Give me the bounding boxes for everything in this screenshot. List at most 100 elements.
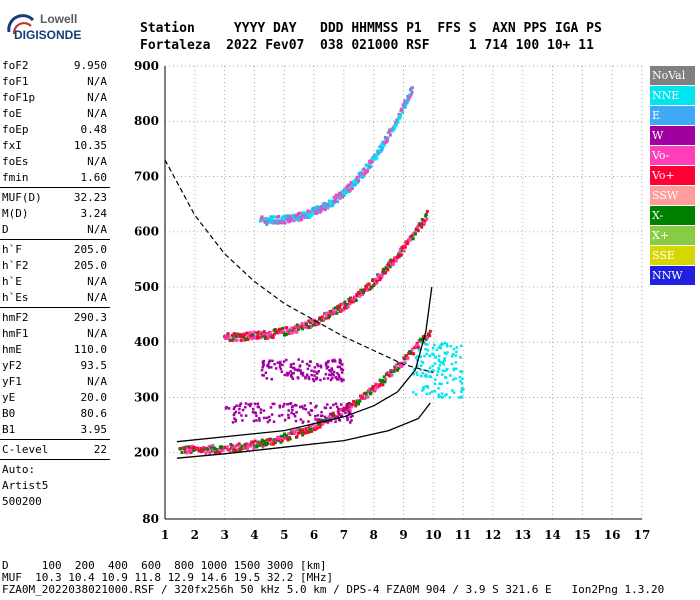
auto-code: 500200 [2, 495, 42, 508]
spread-point [326, 365, 330, 369]
trace-point [294, 429, 298, 433]
spread-point [315, 376, 319, 380]
spread-point [298, 364, 302, 367]
trace-point [304, 427, 308, 431]
spread-point [347, 409, 350, 413]
trace-point [356, 290, 360, 294]
spread-point [306, 373, 309, 377]
spread-point [449, 344, 453, 348]
trace-point [428, 329, 432, 333]
trace-point [406, 356, 410, 360]
param-row: D N/A [0, 222, 110, 238]
spread-point [441, 373, 444, 376]
trace-point [333, 199, 337, 203]
param-key: foF1p [2, 91, 36, 104]
trace-point [260, 441, 264, 445]
trace-point [388, 374, 392, 378]
spread-point [314, 406, 317, 409]
trace-point [395, 366, 399, 370]
spread-point [329, 370, 332, 373]
param-key: MUF(D) [2, 191, 42, 204]
spread-point [428, 370, 431, 373]
spread-point [282, 360, 286, 363]
trace-point [338, 305, 342, 309]
trace-point [382, 144, 386, 148]
spread-point [437, 346, 441, 349]
params-group-3: h`F 205.0 h`F2 205.0 h`E N/A h`Es N/A [0, 242, 110, 306]
trace-point [400, 364, 404, 368]
param-value: 205.0 [73, 259, 107, 272]
spread-point [279, 367, 283, 371]
param-key: hmE [2, 343, 22, 356]
trace-point [291, 213, 295, 217]
spread-point [307, 377, 311, 381]
trace-point [341, 189, 345, 193]
trace-point [230, 444, 234, 448]
trace-point [310, 209, 314, 213]
header-values: Fortaleza 2022 Fev07 038 021000 RSF 1 71… [140, 38, 594, 53]
trace-point [225, 336, 229, 340]
trace-point [272, 438, 276, 442]
logo-lowell: Lowell [40, 12, 78, 26]
spread-point [445, 393, 448, 396]
trace-point [328, 314, 332, 318]
spread-point [415, 371, 418, 374]
spread-point [288, 402, 292, 406]
spread-point [332, 403, 335, 407]
spread-point [337, 378, 340, 381]
spread-point [285, 358, 288, 362]
spread-point [314, 418, 317, 421]
trace-point [235, 338, 239, 342]
spread-point [455, 367, 458, 371]
spread-point [291, 408, 294, 412]
spread-point [317, 369, 321, 373]
trace-point [280, 438, 284, 442]
spread-point [233, 417, 236, 420]
trace-point [348, 408, 352, 412]
param-row: foF1 N/A [0, 74, 110, 90]
spread-point [301, 360, 304, 363]
trace-point [258, 443, 262, 447]
trace-point [281, 435, 285, 439]
trace-point [280, 221, 284, 225]
spread-point [274, 367, 278, 370]
trace-point [403, 357, 407, 361]
spread-point [278, 414, 281, 418]
trace-point [286, 438, 290, 442]
trace-point [288, 437, 292, 441]
trace-point [402, 249, 406, 253]
trace-point [371, 278, 375, 282]
spread-point [438, 382, 441, 385]
param-row: hmE 110.0 [0, 342, 110, 358]
spread-point [251, 407, 255, 411]
parameter-panel: foF2 9.950 foF1 N/A foF1p N/A foE N/A foEp 0.… [0, 58, 110, 510]
spread-point [424, 385, 428, 388]
trace-point [340, 308, 344, 312]
spread-point [423, 354, 426, 358]
trace-point [406, 242, 410, 246]
trace-point [413, 232, 417, 236]
trace-point [357, 179, 361, 183]
trace-point [232, 337, 236, 341]
trace-point [250, 337, 254, 341]
trace-point [190, 444, 194, 448]
trace-point [301, 433, 305, 437]
spread-point [420, 364, 423, 367]
trace-point [250, 442, 254, 446]
spread-point [256, 402, 260, 406]
trace-point [251, 440, 255, 444]
spread-point [459, 396, 463, 399]
spread-point [444, 352, 448, 356]
trace-point [228, 449, 232, 453]
trace-point [399, 253, 403, 257]
spread-point [441, 342, 445, 346]
spread-point [439, 395, 442, 398]
trace-point [363, 396, 367, 400]
trace-point [409, 93, 413, 97]
spread-point [243, 405, 247, 409]
spread-point [241, 419, 244, 422]
spread-point [432, 369, 435, 372]
spread-point [458, 375, 461, 379]
trace-point [399, 114, 403, 118]
trace-point [398, 247, 402, 251]
